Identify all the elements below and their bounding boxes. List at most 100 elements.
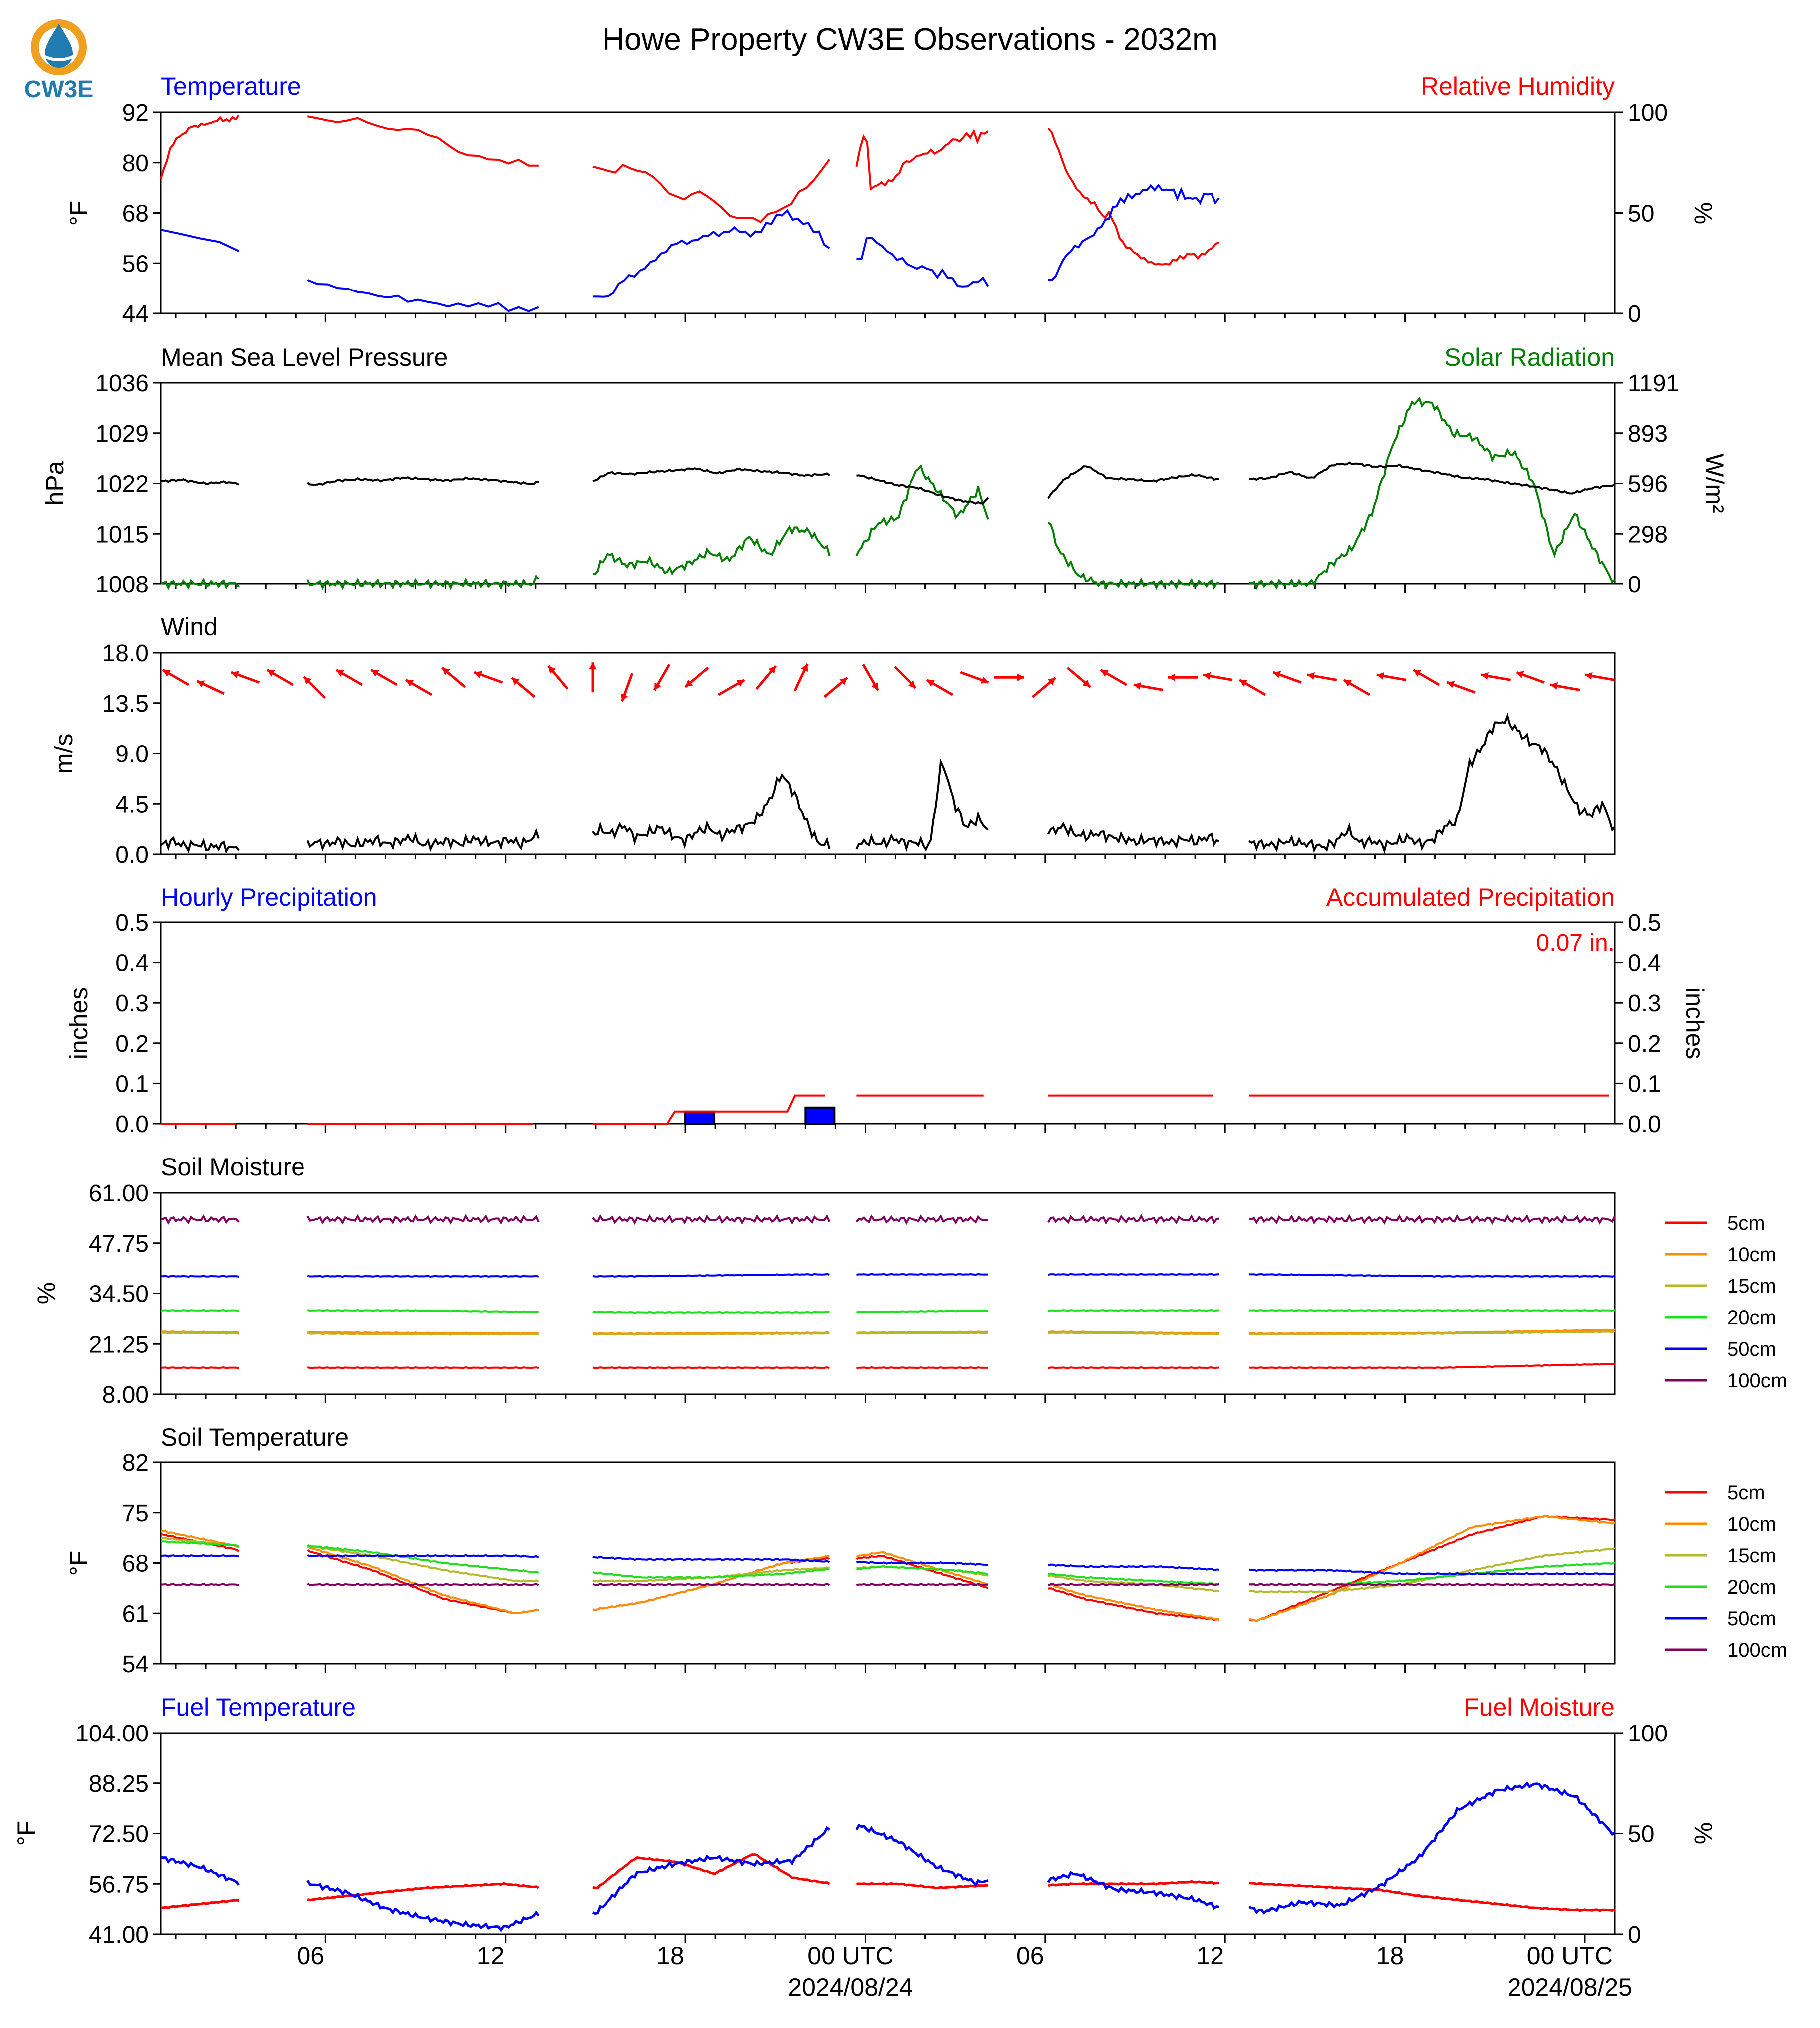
ytick-label-left: 104.00 [75, 1721, 149, 1747]
series-line-20cm [1048, 1572, 1219, 1586]
series-line-10cm [160, 1330, 239, 1334]
series-line-50cm [592, 1555, 830, 1563]
ytick-label-right: 0.5 [1628, 910, 1661, 936]
wind-arrow-head [980, 676, 989, 684]
precip-ylabel-left: inches [65, 987, 93, 1060]
series-line-fuel-temperature [1047, 1871, 1219, 1910]
wind-arrow-head [1481, 672, 1489, 680]
wind-arrow-head [1413, 670, 1422, 677]
series-line-50cm [592, 1273, 830, 1278]
wind-arrow-head [406, 680, 414, 687]
wind-arrow-head [1273, 671, 1281, 679]
ytick-label-right: 0.0 [1628, 1111, 1661, 1138]
series-line-wind-speed [855, 758, 989, 852]
ytick-label-right: 0.1 [1628, 1071, 1661, 1097]
ytick-label-right: 0.2 [1628, 1031, 1661, 1057]
legend-label: 5cm [1727, 1212, 1765, 1234]
solar-title: Solar Radiation [1444, 343, 1615, 371]
series-line-fuel-temperature [592, 1826, 830, 1915]
ytick-label-left: 1029 [95, 421, 149, 447]
temperature-title: Temperature [161, 72, 301, 100]
ytick-label-left: 9.0 [115, 741, 149, 768]
series-line-50cm [856, 1560, 988, 1566]
series-line-mslp [592, 467, 830, 482]
ytick-label-left: 34.50 [89, 1281, 149, 1308]
series-line-solar-radiation [592, 525, 831, 576]
solar-ylabel: W/m² [1701, 453, 1729, 513]
xtick-label: 12 [477, 1942, 505, 1970]
ytick-label-right: 0.3 [1628, 990, 1661, 1017]
soil-moisture-ylabel: % [32, 1282, 60, 1304]
ytick-label-right: 100 [1628, 1721, 1668, 1747]
chart-marks: 92 80 68 56 44 100 50 0 1036 1029 1022 1015 1008 1191… [75, 100, 1787, 2001]
series-line-fuel-moisture [1047, 1880, 1219, 1887]
series-line-50cm [1048, 1273, 1219, 1276]
legend-label: 15cm [1727, 1545, 1776, 1567]
series-line-fuel-moisture [160, 1899, 239, 1910]
series-line-fuel-moisture [1249, 1882, 1615, 1912]
series-line-20cm [307, 1544, 539, 1574]
series-line-20cm [592, 1311, 830, 1314]
wind-arrow-head [304, 677, 312, 685]
series-line-5cm [592, 1366, 830, 1369]
series-line-mslp [1249, 461, 1616, 495]
rh-title: Relative Humidity [1421, 72, 1615, 100]
ytick-label-right: 0 [1628, 572, 1641, 598]
wind-arrow-head [654, 682, 661, 691]
ytick-label-left: 68 [122, 1551, 149, 1577]
ytick-label-left: 47.75 [89, 1231, 149, 1257]
series-line-50cm [160, 1554, 239, 1558]
ytick-label-left: 0.0 [115, 1111, 149, 1138]
xtick-label: 00 UTC [807, 1942, 893, 1970]
wind-arrow-head [1585, 672, 1593, 680]
series-line-15cm [160, 1331, 239, 1335]
series-line-100cm [307, 1583, 539, 1587]
series-line-100cm [160, 1214, 240, 1225]
ytick-label-left: 68 [122, 201, 149, 227]
legend-label: 20cm [1727, 1307, 1776, 1329]
series-line-15cm [307, 1544, 539, 1583]
series-line-20cm [1249, 1309, 1615, 1312]
ytick-label-left: 75 [122, 1500, 149, 1527]
ytick-label-left: 0.1 [115, 1071, 149, 1097]
series-line-50cm [307, 1554, 539, 1559]
wind-arrow-head [442, 667, 450, 675]
legend-label: 5cm [1727, 1482, 1765, 1504]
ytick-label-right: 298 [1628, 521, 1668, 548]
series-line-100cm [592, 1583, 830, 1587]
ytick-label-left: 8.00 [102, 1382, 149, 1408]
precip-ylabel-right: inches [1681, 987, 1709, 1060]
series-line-20cm [307, 1309, 539, 1314]
legend-label: 100cm [1727, 1639, 1787, 1661]
water-drop-icon [45, 24, 73, 68]
precip-bar [684, 1110, 716, 1125]
xtick-label: 00 UTC [1527, 1942, 1613, 1970]
series-line-20cm [856, 1309, 988, 1314]
fuel-moisture-title: Fuel Moisture [1464, 1693, 1615, 1721]
series-line-100cm [1248, 1214, 1616, 1225]
wind-arrow-head [163, 670, 171, 677]
series-line-50cm [160, 1275, 239, 1278]
series-line-solar-radiation [855, 464, 989, 557]
legend-label: 100cm [1727, 1370, 1787, 1392]
wind-arrow-head [1376, 672, 1385, 680]
ytick-label-right: 50 [1628, 201, 1654, 227]
series-line-100cm [592, 1214, 831, 1225]
xtick-label: 06 [1016, 1942, 1044, 1970]
cw3e-logo: CW3E [24, 19, 93, 103]
accum-precip-title: Accumulated Precipitation [1326, 883, 1615, 911]
series-line-fuel-moisture [307, 1882, 539, 1902]
legend-label: 10cm [1727, 1513, 1776, 1535]
ytick-label-left: 61.00 [89, 1180, 149, 1207]
wind-arrow-head [801, 664, 808, 672]
series-line-solar-radiation [1047, 522, 1219, 591]
series-line-wind-speed [1047, 821, 1219, 849]
ytick-label-left: 54 [122, 1651, 149, 1678]
series-line-100cm [1047, 1214, 1219, 1225]
precip-bar [804, 1106, 836, 1125]
series-line-15cm [1048, 1331, 1219, 1336]
series-line-wind-speed [306, 828, 540, 852]
wind-arrow-head [589, 662, 597, 670]
ytick-label-left: 41.00 [89, 1922, 149, 1948]
ytick-label-left: 82 [122, 1450, 149, 1476]
